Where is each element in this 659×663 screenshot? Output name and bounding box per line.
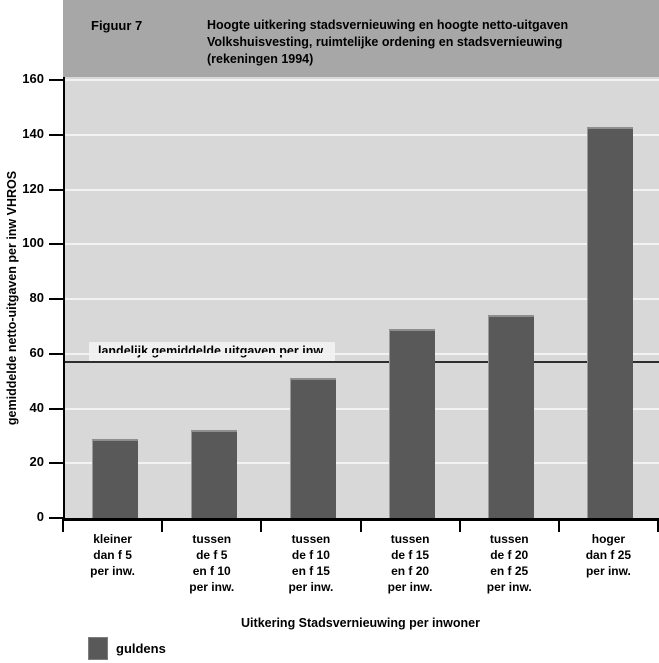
y-tick-label: 140 [22, 125, 44, 141]
y-axis-tick [49, 352, 63, 355]
figure-label: Figuur 7 [91, 18, 143, 33]
x-axis-tick [557, 518, 560, 532]
y-tick-label: 100 [22, 235, 44, 251]
y-tick-label: 0 [36, 509, 44, 524]
y-tick-label: 80 [29, 290, 44, 305]
y-axis-tick [49, 517, 63, 519]
x-axis-tick [657, 518, 659, 532]
bar [488, 315, 535, 518]
x-axis-tick [62, 518, 64, 532]
bar [190, 430, 237, 518]
plot-area: landelijk gemiddelde uitgaven per inw. [63, 77, 659, 521]
x-category-label: kleiner dan f 5 per inw. [90, 532, 136, 578]
bar [91, 438, 138, 518]
bar [389, 329, 436, 518]
gridline [65, 133, 659, 136]
legend-label: guldens [116, 641, 166, 656]
y-axis-tick [49, 407, 63, 410]
y-axis-tick [49, 462, 63, 465]
gridline [65, 352, 659, 355]
y-axis-tick [49, 133, 63, 136]
legend-swatch [88, 637, 108, 660]
reference-line-label: landelijk gemiddelde uitgaven per inw. [89, 341, 336, 361]
y-tick-label: 120 [22, 180, 44, 196]
gridline [65, 243, 659, 246]
x-category-label: tussen de f 5 en f 10 per inw. [189, 532, 235, 594]
y-axis-tick [49, 188, 63, 191]
y-tick-label: 160 [22, 71, 44, 86]
x-axis-tick [260, 518, 263, 532]
y-tick-label: 20 [29, 454, 44, 470]
y-tick-label: 40 [29, 399, 44, 415]
gridline [65, 188, 659, 191]
x-axis-tick [359, 518, 362, 532]
x-category-label: hoger dan f 25 per inw. [585, 532, 632, 578]
x-category-label: tussen de f 10 en f 15 per inw. [288, 532, 334, 594]
header-band: Figuur 7 Hoogte uitkering stadsvernieuwi… [63, 0, 659, 77]
x-axis-tick [458, 518, 461, 532]
x-category-label: tussen de f 20 en f 25 per inw. [486, 532, 532, 594]
gridline [65, 79, 659, 81]
y-tick-label: 60 [29, 344, 44, 360]
legend: guldens [88, 637, 166, 660]
y-axis-tick [49, 298, 63, 300]
x-axis-tick [161, 518, 164, 532]
reference-line [65, 360, 659, 363]
y-axis-tick [49, 243, 63, 246]
x-category-label: tussen de f 15 en f 20 per inw. [387, 532, 433, 594]
y-axis-tick [49, 79, 63, 81]
bar [587, 126, 634, 518]
x-axis-title: Uitkering Stadsvernieuwing per inwoner [241, 616, 480, 630]
figure-title: Hoogte uitkering stadsvernieuwing en hoo… [207, 18, 569, 66]
gridline [65, 462, 659, 465]
gridline [65, 407, 659, 410]
bar [289, 378, 336, 518]
gridline [65, 298, 659, 300]
